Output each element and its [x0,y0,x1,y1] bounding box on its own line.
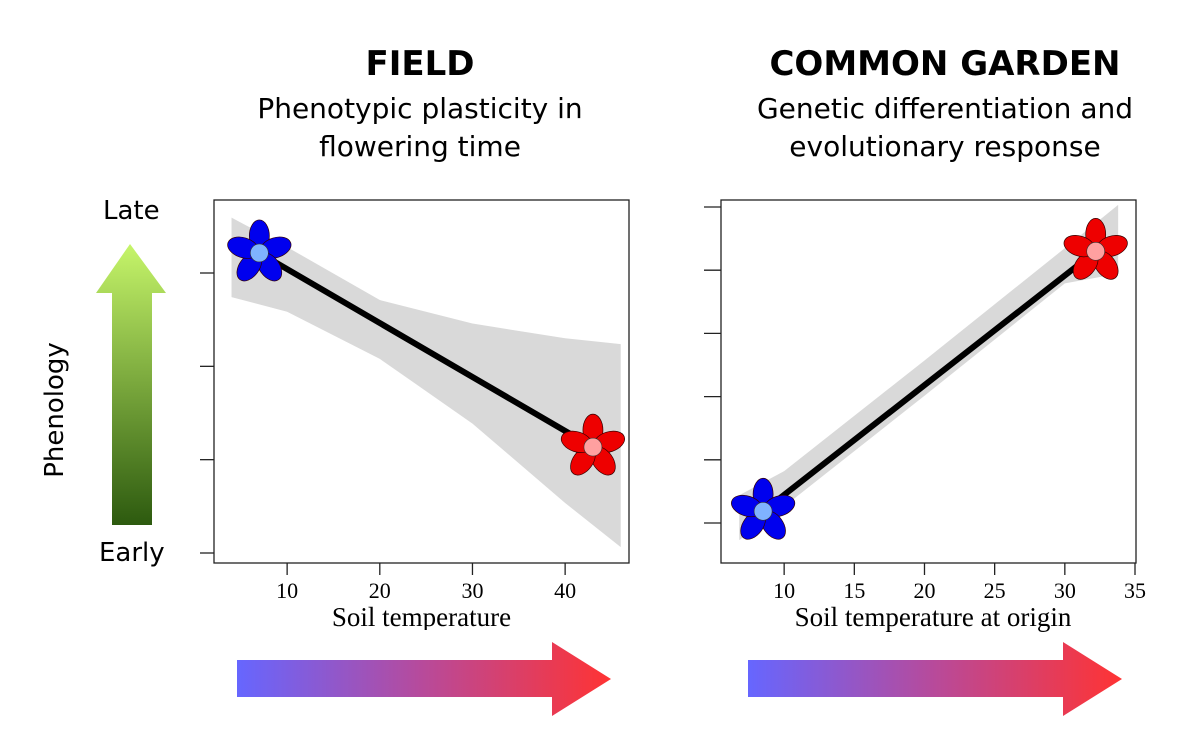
garden-temperature-arrow [748,642,1122,716]
field-fit-line [257,250,595,450]
garden-warm-flower-center [1086,242,1106,261]
field-cold-flower-marker [227,219,292,282]
field-chart: 10 20 30 40 Soil temperature [200,199,630,630]
field-confidence-ribbon [231,217,621,548]
field-x-tick-label: 40 [554,578,576,603]
garden-x-tick-label: 35 [1124,578,1146,603]
common-garden-chart: 10 15 20 25 30 35 Soil temperature at origin [704,199,1146,632]
garden-confidence-ribbon [739,204,1119,541]
garden-subtitle-line-2: evolutionary response [789,130,1101,163]
garden-warm-flower-marker [1063,217,1128,280]
field-x-axis-label: Soil temperature [332,602,511,630]
garden-panel-title: COMMON GARDEN [769,44,1121,84]
field-warm-flower-marker [560,413,625,476]
field-temperature-arrow [237,642,611,716]
garden-cold-flower-marker [731,477,796,540]
garden-plot-frame [720,199,1137,564]
garden-subtitle-line-1: Genetic differentiation and [756,92,1134,125]
phenology-axis-label: Phenology [40,342,70,478]
field-x-tick-label: 20 [369,578,391,603]
garden-x-axis-label: Soil temperature at origin [795,602,1072,632]
field-panel-title: FIELD [365,44,475,84]
field-warm-flower-center [583,437,603,457]
garden-x-tick-label: 30 [1054,578,1076,603]
garden-panel-subtitle: Genetic differentiation and evolutionary… [705,90,1185,166]
field-plot-frame [213,199,630,564]
garden-cold-flower-center [753,501,773,521]
garden-x-tick-label: 20 [913,578,935,603]
garden-x-tick-label: 15 [843,578,865,603]
phenology-late-label: Late [103,196,160,226]
field-panel-subtitle: Phenotypic plasticity in flowering time [200,90,640,166]
phenology-early-label: Early [99,538,165,568]
garden-x-tick-label: 10 [773,578,795,603]
garden-fit-line [761,248,1098,514]
field-x-tick-label: 10 [276,578,298,603]
field-x-tick-label: 30 [461,578,483,603]
field-subtitle-line-2: flowering time [319,130,521,163]
field-subtitle-line-1: Phenotypic plasticity in [257,92,583,125]
phenology-arrow [96,244,166,525]
field-cold-flower-center [250,243,269,263]
garden-x-tick-label: 25 [984,578,1006,603]
